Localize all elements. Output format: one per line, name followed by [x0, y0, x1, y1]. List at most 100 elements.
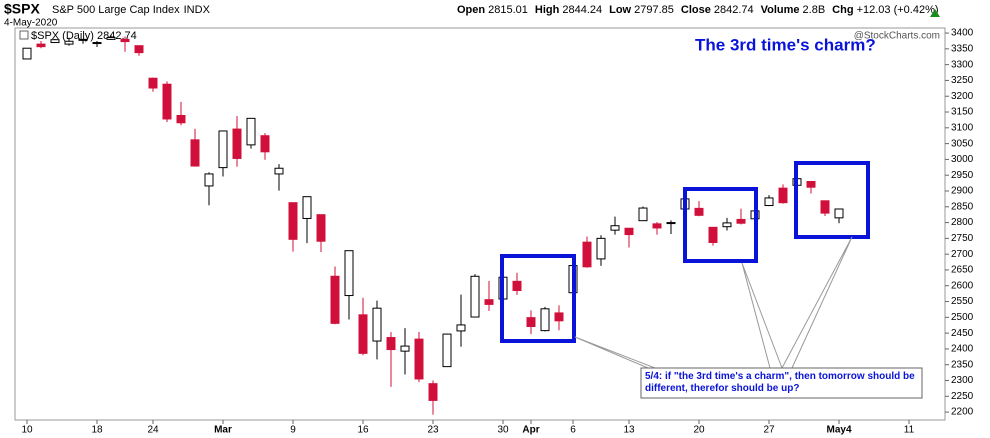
exchange: INDX: [184, 4, 211, 16]
candle-body: [330, 275, 340, 324]
up-arrow: [930, 9, 940, 17]
candle-body: [414, 338, 424, 380]
y-tick-label: 2600: [951, 280, 974, 291]
x-tick-label: 23: [427, 425, 439, 436]
candle-body: [358, 314, 368, 354]
date: 4-May-2020: [4, 18, 58, 29]
x-tick-label: 20: [693, 425, 705, 436]
x-tick-label: 13: [623, 425, 635, 436]
x-tick-label: 9: [290, 425, 296, 436]
y-tick-label: 2450: [951, 328, 974, 339]
candle-body: [274, 167, 284, 175]
candle-body: [78, 38, 88, 41]
candle-body: [512, 280, 522, 291]
candle-body: [526, 317, 536, 328]
candle-body: [344, 250, 354, 297]
y-tick-label: 2650: [951, 265, 974, 276]
quote-value: 2844.24: [562, 4, 602, 16]
symbol: $SPX: [4, 1, 40, 17]
candle-body: [372, 307, 382, 342]
y-tick-label: 3000: [951, 154, 974, 165]
callout-box: [640, 367, 923, 399]
candle-body: [218, 130, 228, 169]
quote-bar: Open 2815.01 High 2844.24 Low 2797.85 Close 284…: [457, 4, 939, 16]
candle-body: [470, 275, 480, 318]
candle-body: [120, 38, 130, 43]
candle-body: [190, 139, 200, 167]
candle-body: [106, 36, 116, 40]
candles: [22, 35, 844, 415]
x-tick-label: Mar: [214, 425, 232, 436]
candle-body: [288, 202, 298, 240]
y-tick-label: 2550: [951, 296, 974, 307]
y-tick-label: 2300: [951, 375, 974, 386]
candle-body: [148, 77, 158, 89]
candle-body: [316, 214, 326, 242]
candle-body: [834, 208, 844, 219]
candle-body: [582, 241, 592, 268]
x-tick-label: 10: [21, 425, 33, 436]
candle-body: [806, 181, 816, 188]
y-tick-label: 2800: [951, 217, 974, 228]
y-tick-label: 2200: [951, 407, 974, 418]
x-tick-label: 24: [147, 425, 159, 436]
candle-body: [162, 83, 172, 120]
candle-body: [204, 173, 214, 187]
quote-value: 2797.85: [634, 4, 674, 16]
y-tick-label: 2400: [951, 344, 974, 355]
candle-body: [764, 197, 774, 207]
candle-body: [36, 43, 46, 48]
y-tick-label: 2750: [951, 233, 974, 244]
x-tick-label: 11: [904, 425, 915, 436]
x-tick-label: 27: [763, 425, 775, 436]
x-tick-label: 18: [91, 425, 103, 436]
candle-body: [722, 222, 732, 228]
candle-body: [260, 135, 270, 153]
y-tick-label: 2500: [951, 312, 974, 323]
candle-body: [456, 324, 466, 332]
x-tick-label: May4: [826, 425, 851, 436]
y-tick-label: 3100: [951, 122, 974, 133]
y-tick-label: 3400: [951, 28, 974, 39]
y-tick-label: 2850: [951, 201, 974, 212]
y-tick-label: 3250: [951, 75, 974, 86]
plot-frame: [14, 27, 946, 421]
candle-body: [694, 207, 704, 216]
callout-pointer: [574, 236, 853, 369]
candle-body: [176, 114, 186, 124]
candle-body: [50, 39, 60, 44]
candle-body: [638, 207, 648, 222]
y-tick-label: 2700: [951, 249, 974, 260]
candle-body: [778, 187, 788, 204]
highlight-box: [683, 187, 758, 263]
candle-body: [400, 345, 410, 352]
y-tick-label: 3300: [951, 59, 974, 70]
watermark: @StockCharts.com: [854, 31, 940, 42]
candle-body: [820, 200, 830, 214]
candle-body: [666, 222, 676, 225]
highlight-box: [500, 254, 576, 343]
candle-body: [92, 42, 102, 45]
y-tick-label: 3050: [951, 138, 974, 149]
callout: 5/4: if "the 3rd time's a charm", then t…: [645, 371, 915, 394]
quote-label: Close: [681, 4, 711, 16]
candle-body: [442, 333, 452, 368]
y-tick-label: 2350: [951, 359, 974, 370]
quote-label: Open: [457, 4, 485, 16]
y-tick-label: 3150: [951, 107, 974, 118]
candle-body: [64, 40, 74, 45]
candle-body: [428, 383, 438, 401]
candle-body: [540, 308, 550, 332]
candle-body: [386, 337, 396, 351]
callout-text: 5/4: if "the 3rd time's a charm", then t…: [645, 371, 915, 394]
candle-body: [652, 223, 662, 229]
candle-body: [624, 227, 634, 236]
highlight-box: [794, 161, 870, 239]
quote-value: +12.03 (+0.42%): [857, 4, 939, 16]
candle-body: [22, 47, 32, 60]
candle-body: [246, 117, 256, 146]
annotation-title: The 3rd time's charm?: [695, 35, 876, 54]
quote-value: 2.8B: [803, 4, 826, 16]
legend-icon: [19, 30, 29, 40]
